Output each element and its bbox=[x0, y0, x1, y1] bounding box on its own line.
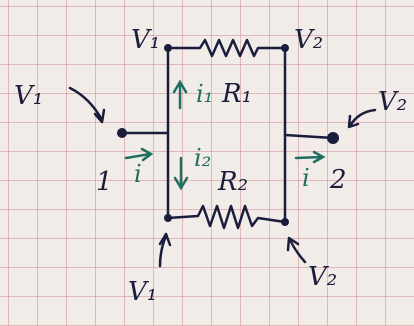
current-label: i₁ bbox=[196, 80, 213, 108]
terminal-label: 2 bbox=[329, 165, 347, 195]
node-label: V₁ bbox=[131, 25, 160, 55]
resistor-label: R₂ bbox=[217, 167, 248, 197]
terminals bbox=[117, 44, 339, 226]
node-label: V₁ bbox=[128, 277, 157, 307]
node-label: V₁ bbox=[14, 81, 43, 111]
current-label: i bbox=[302, 164, 310, 192]
node-label: V₂ bbox=[308, 262, 337, 292]
wires bbox=[70, 40, 375, 266]
current-label: i bbox=[134, 160, 142, 188]
diagram: V₁ V₂ V₁ V₂ V₁ V₂ R₁ R₂ i₁ i₂ i i 1 2 bbox=[0, 0, 414, 326]
circuit: V₁ V₂ V₁ V₂ V₁ V₂ R₁ R₂ i₁ i₂ i i 1 2 bbox=[0, 0, 414, 326]
node-label: V₂ bbox=[294, 25, 323, 55]
current-label: i₂ bbox=[194, 144, 211, 172]
node-label: V₂ bbox=[378, 87, 407, 117]
resistor-label: R₁ bbox=[221, 79, 252, 109]
terminal-label: 1 bbox=[96, 167, 113, 197]
